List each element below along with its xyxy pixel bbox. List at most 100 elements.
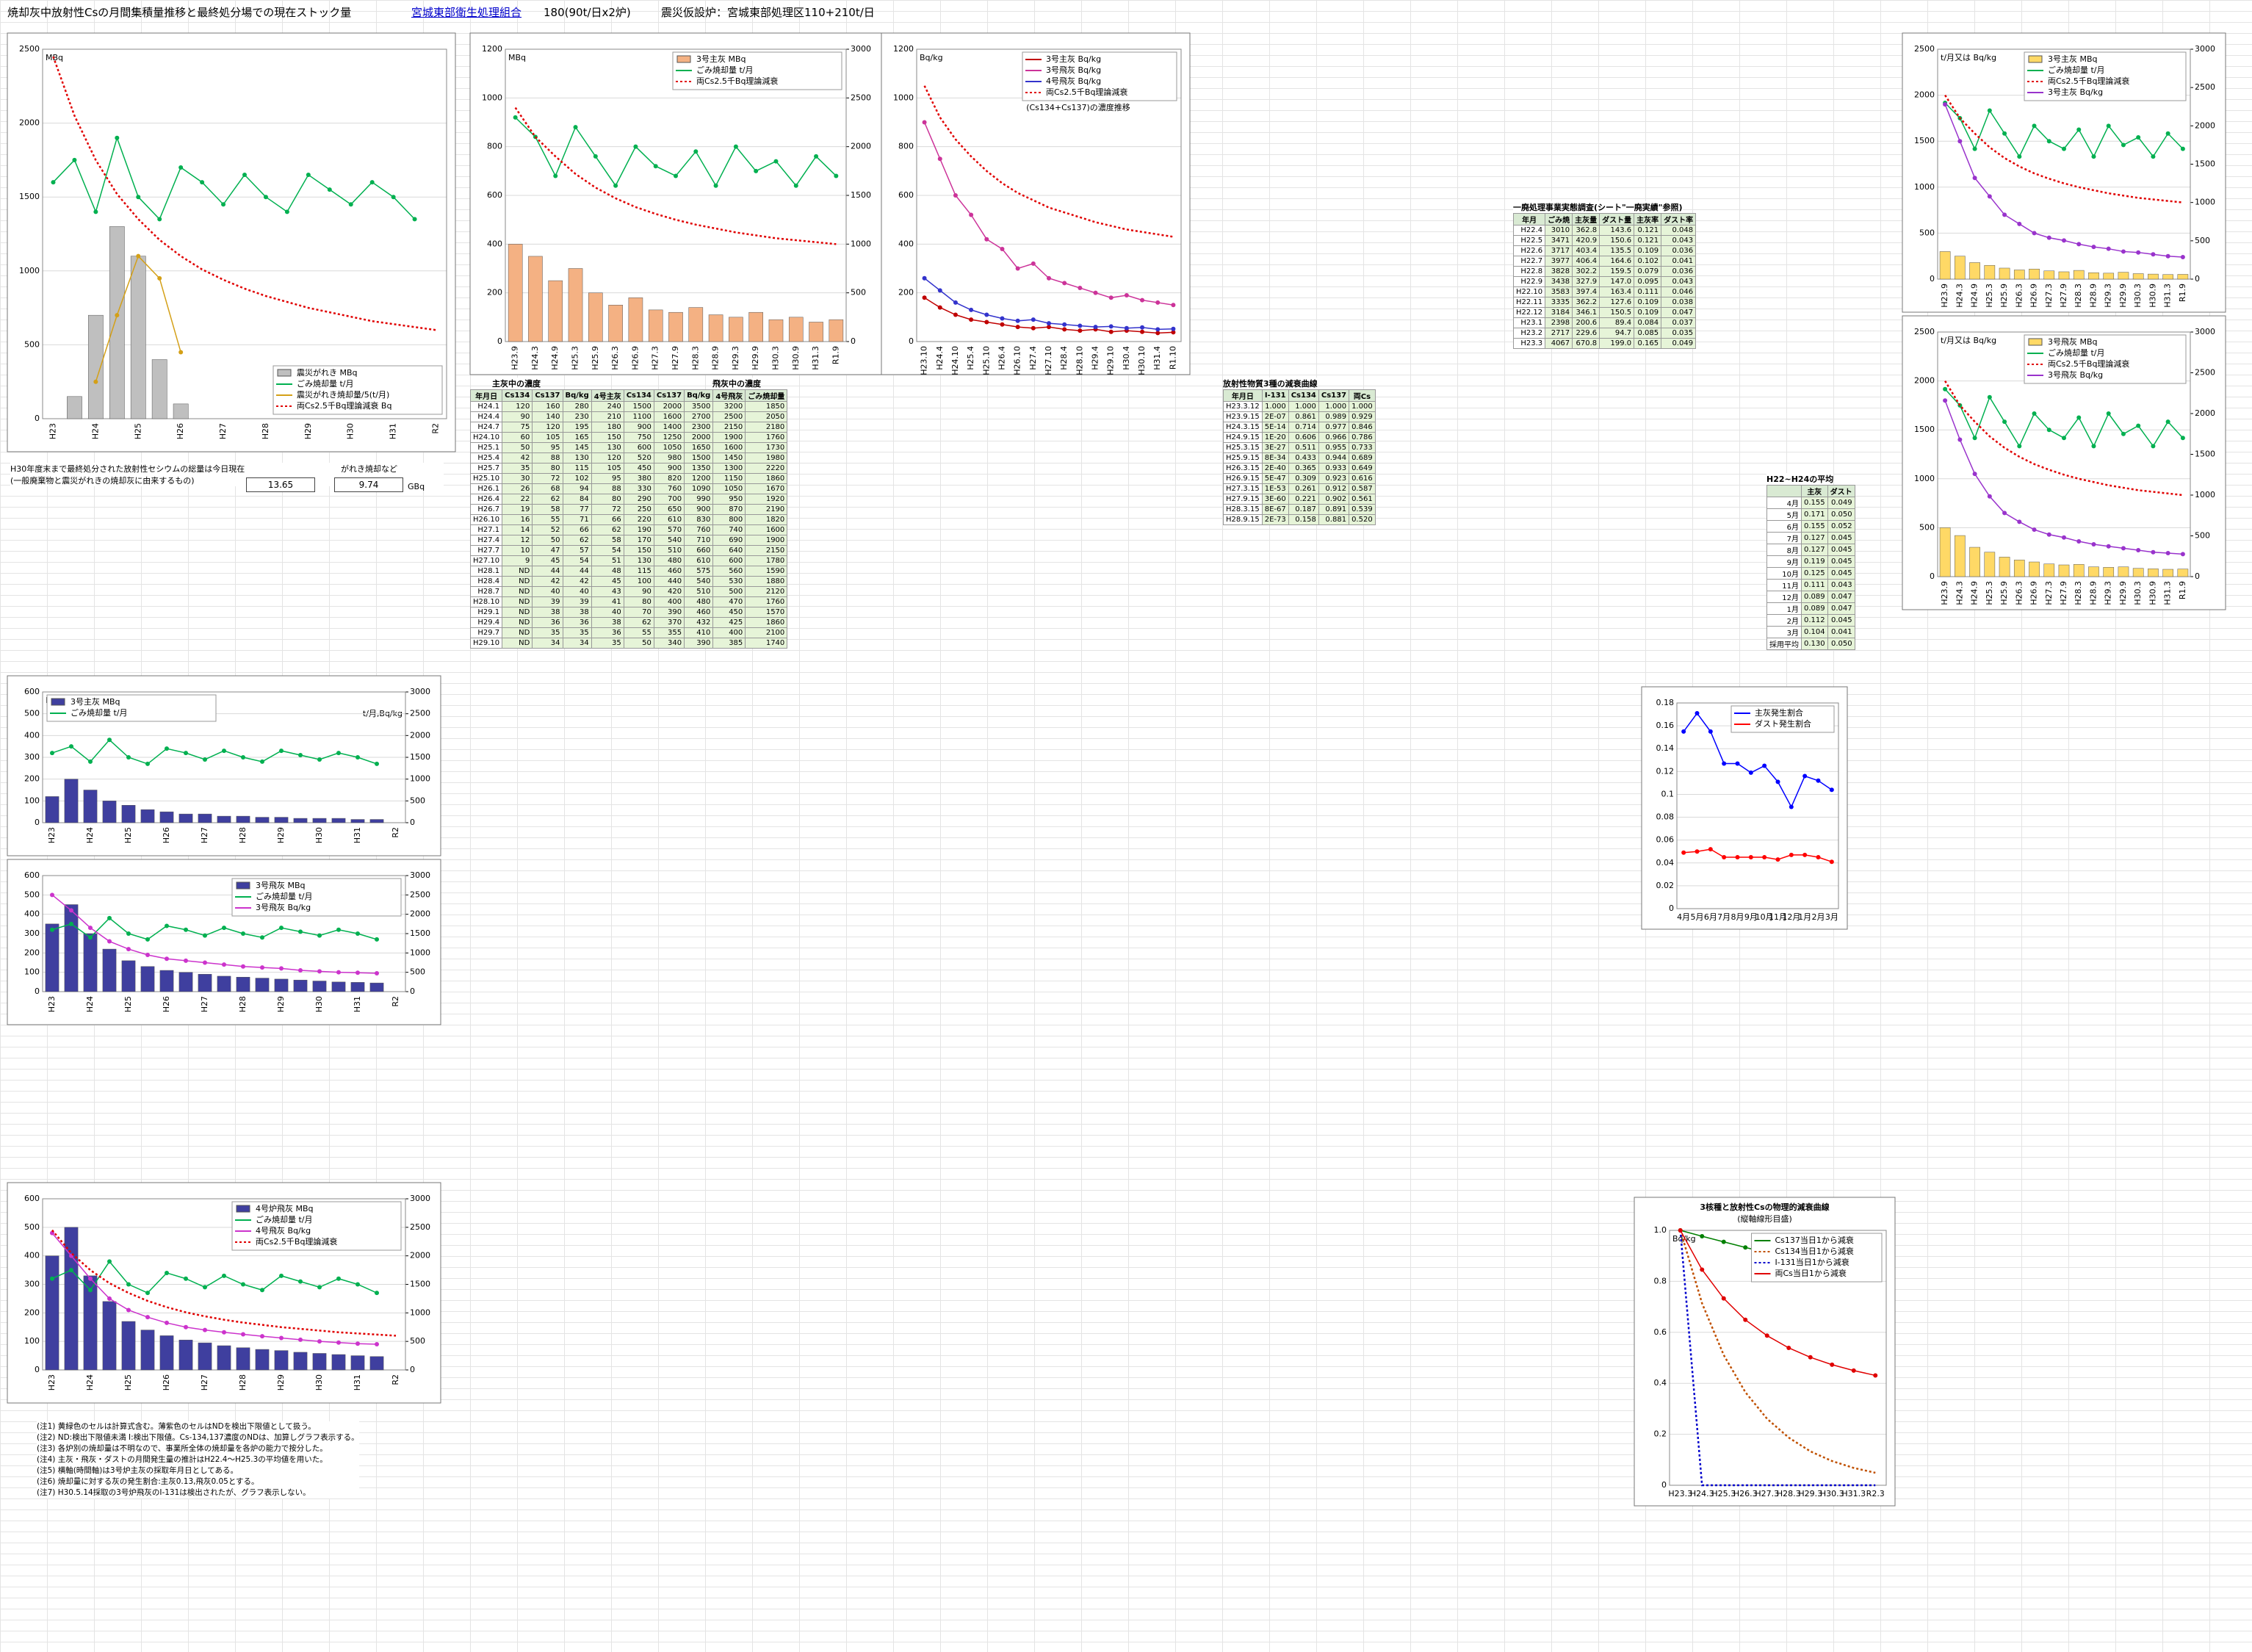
y-tick-label: 500 — [24, 339, 40, 349]
table-cell: 870 — [712, 504, 746, 515]
point — [222, 926, 226, 931]
point — [1015, 318, 1020, 323]
bar — [293, 979, 308, 992]
table-cell: 34 — [532, 638, 563, 649]
point — [773, 159, 779, 164]
table-cell: H24.4 — [469, 411, 503, 422]
y-tick-label: 600 — [487, 190, 502, 200]
x-tick-label: H25.3 — [1985, 284, 1994, 308]
x-tick-label: H26.3 — [2014, 581, 2024, 605]
legend-label: I-131当日1から減衰 — [1775, 1257, 1849, 1267]
point — [1743, 1245, 1748, 1250]
legend-label: 震災がれき焼却量/5(t/月) — [297, 389, 389, 400]
table-row: H25.4 42 88 130 120 520 980 1500 1450 1980 — [469, 452, 788, 464]
table-cell: 406.4 — [1572, 256, 1600, 267]
point — [145, 1315, 150, 1320]
legend-label: 4号飛灰 Bq/kg — [256, 1225, 311, 1236]
point — [2180, 552, 2185, 557]
table-title: H22~H24の平均 — [1766, 473, 1834, 485]
table-cell: 1400 — [653, 422, 685, 433]
point — [203, 1285, 207, 1290]
table-cell: 4067 — [1545, 338, 1573, 349]
bar — [312, 818, 327, 823]
table-cell: 600 — [623, 442, 654, 453]
point — [279, 966, 284, 971]
header-cell: Cs134 — [623, 389, 654, 402]
bar — [2013, 270, 2025, 280]
table-cell: 0.155 — [1801, 520, 1828, 533]
table-cell: 1450 — [712, 452, 746, 464]
legend-label: Cs134当日1から減衰 — [1775, 1246, 1854, 1256]
table-cell: ND — [502, 627, 533, 638]
x-tick-label: H25.10 — [981, 346, 991, 375]
table-cell: 1600 — [745, 524, 788, 535]
table-cell: 54 — [591, 545, 624, 556]
y2-tick-label: 2000 — [2195, 120, 2215, 130]
table-cell: H22.4 — [1512, 225, 1546, 236]
x-tick-label: H23.9 — [1940, 581, 1949, 605]
bar — [350, 982, 365, 992]
x-tick-label: H31 — [353, 996, 362, 1012]
table-cell: H23.3.12 — [1223, 401, 1263, 412]
y2-tick-label: 0 — [851, 336, 856, 346]
table-cell: 115 — [623, 566, 654, 577]
table-row: H23.3 4067 670.8 199.0 0.165 0.049 — [1512, 338, 1697, 349]
point — [165, 923, 169, 928]
x-tick-label: H24 — [85, 996, 95, 1012]
table-cell: 0.861 — [1288, 411, 1319, 422]
table-cell: 760 — [684, 524, 714, 535]
table-cell: 1600 — [653, 411, 685, 422]
org-link[interactable]: 宮城東部衛生処理組合 — [411, 6, 522, 19]
table-cell: 50 — [532, 535, 563, 546]
table-cell: 0.109 — [1634, 245, 1662, 256]
table-cell: 120 — [591, 452, 624, 464]
y2-tick-label: 0 — [2195, 274, 2200, 284]
table-row: H26.7 19 58 77 72 250 650 900 870 2190 — [469, 504, 788, 515]
y2-tick-label: 500 — [410, 796, 425, 805]
table-cell: 42 — [502, 452, 533, 464]
table-cell: 1760 — [745, 432, 788, 443]
header-row: 年月日 Cs134 Cs137 Bq/kg 4号主灰 Cs134 Cs137 Bq/kg 4号飛… — [469, 389, 788, 402]
point — [2151, 549, 2156, 555]
legend-label: 3号飛灰 MBq — [256, 880, 306, 890]
x-tick-label: 2月 — [1812, 912, 1825, 922]
point — [184, 1276, 188, 1281]
table-cell: ND — [502, 596, 533, 607]
table-cell: 1500 — [623, 401, 654, 412]
table-cell: 0.127 — [1801, 544, 1828, 556]
header-cell: Cs137 — [653, 389, 685, 402]
table-row: 8月 0.127 0.045 — [1766, 544, 1855, 556]
point — [2046, 139, 2051, 144]
point — [1987, 494, 1992, 499]
table-cell: H24.1 — [469, 401, 503, 412]
bar — [83, 933, 98, 992]
bar — [2058, 564, 2070, 577]
point — [2106, 544, 2111, 549]
y-tick-label: 400 — [24, 909, 40, 919]
table-cell: H28.10 — [469, 596, 503, 607]
y2-tick-label: 1500 — [2195, 450, 2215, 459]
point — [1735, 855, 1740, 859]
point — [1743, 1317, 1748, 1322]
table-cell: 8E-34 — [1261, 452, 1289, 464]
table-cell: 0.050 — [1827, 638, 1855, 650]
point — [1987, 394, 1992, 400]
point — [814, 154, 819, 159]
point — [2180, 436, 2185, 441]
table-cell: H29.1 — [469, 607, 503, 618]
y-tick-label: 100 — [24, 1336, 40, 1346]
y-tick-label: 200 — [24, 1307, 40, 1317]
table-cell: 50 — [502, 442, 533, 453]
table-cell: 0.036 — [1661, 266, 1697, 277]
y-tick-label: 0 — [35, 1365, 40, 1374]
table-cell: 1670 — [745, 483, 788, 494]
table-cell: 0.041 — [1661, 256, 1697, 267]
point — [1015, 266, 1020, 271]
x-tick-label: H23.9 — [1940, 284, 1949, 308]
table-row: 6月 0.155 0.052 — [1766, 520, 1855, 533]
table-cell: 159.5 — [1599, 266, 1635, 277]
table-cell: 2190 — [745, 504, 788, 515]
x-tick-label: R1.10 — [1168, 346, 1177, 369]
point — [1735, 761, 1740, 766]
table-cell: 3438 — [1545, 276, 1573, 287]
